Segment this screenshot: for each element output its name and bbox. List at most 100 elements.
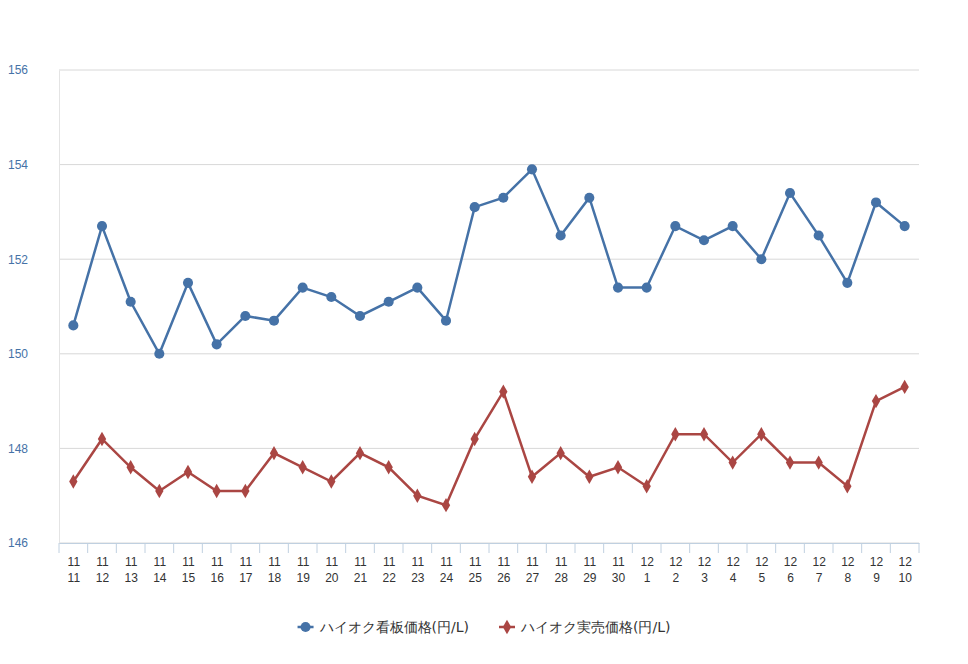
x-boundary-tick <box>87 543 88 553</box>
point[interactable] <box>269 316 279 326</box>
point[interactable] <box>385 460 393 474</box>
point[interactable] <box>184 465 192 479</box>
x-tick: 1130 <box>612 543 626 585</box>
point[interactable] <box>670 221 680 231</box>
point[interactable] <box>69 474 77 488</box>
y-tick-label: 156 <box>8 63 28 77</box>
point[interactable] <box>355 311 365 321</box>
x-tick-label-part: 3 <box>701 571 708 585</box>
point[interactable] <box>901 380 909 394</box>
point[interactable] <box>213 484 221 498</box>
point[interactable] <box>413 488 421 502</box>
x-tick-label-part: 14 <box>153 571 167 585</box>
point[interactable] <box>98 432 106 446</box>
point[interactable] <box>68 320 78 330</box>
point[interactable] <box>756 254 766 264</box>
point[interactable] <box>270 446 278 460</box>
legend-item[interactable]: ハイオク実売価格(円/L) <box>499 619 670 635</box>
point[interactable] <box>212 339 222 349</box>
point[interactable] <box>240 311 250 321</box>
x-tick-label-part: 25 <box>468 571 482 585</box>
x-tick-label: 121 <box>640 555 654 586</box>
point[interactable] <box>843 479 851 493</box>
y-tick: 150 <box>8 347 59 361</box>
x-tick-label-part: 12 <box>640 555 654 569</box>
legend-item[interactable]: ハイオク看板価格(円/L) <box>298 619 469 635</box>
point[interactable] <box>527 164 537 174</box>
point[interactable] <box>557 446 565 460</box>
point[interactable] <box>442 498 450 512</box>
x-tick-label-part: 2 <box>672 571 679 585</box>
point[interactable] <box>785 188 795 198</box>
point[interactable] <box>241 484 249 498</box>
point[interactable] <box>127 460 135 474</box>
point[interactable] <box>728 221 738 231</box>
x-tick-label-part: 23 <box>411 571 425 585</box>
point[interactable] <box>155 484 163 498</box>
point[interactable] <box>786 455 794 469</box>
x-boundary-tick <box>202 543 203 553</box>
point[interactable] <box>470 202 480 212</box>
point[interactable] <box>154 349 164 359</box>
point[interactable] <box>183 278 193 288</box>
point[interactable] <box>815 455 823 469</box>
x-tick: 1115 <box>182 543 196 585</box>
point[interactable] <box>842 278 852 288</box>
point[interactable] <box>643 479 651 493</box>
x-tick-label: 124 <box>726 555 740 586</box>
x-tick: 1112 <box>96 543 110 585</box>
x-tick-label: 1129 <box>583 555 597 586</box>
point[interactable] <box>528 470 536 484</box>
point[interactable] <box>613 283 623 293</box>
point[interactable] <box>900 221 910 231</box>
x-boundary-tick <box>59 543 60 553</box>
point[interactable] <box>412 283 422 293</box>
x-boundary-tick <box>116 543 117 553</box>
point[interactable] <box>97 221 107 231</box>
point[interactable] <box>499 384 507 398</box>
x-boundary-tick <box>833 543 834 553</box>
point[interactable] <box>356 446 364 460</box>
point[interactable] <box>126 297 136 307</box>
x-tick-label-part: 12 <box>898 555 912 569</box>
x-tick: 1114 <box>153 543 167 585</box>
point[interactable] <box>614 460 622 474</box>
point[interactable] <box>642 283 652 293</box>
point[interactable] <box>326 292 336 302</box>
point[interactable] <box>471 432 479 446</box>
x-boundary-tick <box>173 543 174 553</box>
x-tick: 1127 <box>526 543 540 585</box>
point[interactable] <box>699 235 709 245</box>
point[interactable] <box>814 231 824 241</box>
point[interactable] <box>584 193 594 203</box>
x-tick-label-part: 12 <box>698 555 712 569</box>
point[interactable] <box>700 427 708 441</box>
x-tick-label: 126 <box>784 555 798 586</box>
point[interactable] <box>299 460 307 474</box>
point[interactable] <box>327 474 335 488</box>
x-boundary-tick <box>403 543 404 553</box>
point[interactable] <box>671 427 679 441</box>
point[interactable] <box>729 455 737 469</box>
x-tick-label: 1119 <box>296 555 310 586</box>
x-tick-label-part: 11 <box>240 555 253 569</box>
x-tick: 129 <box>870 543 884 585</box>
point[interactable] <box>441 316 451 326</box>
point[interactable] <box>757 427 765 441</box>
point[interactable] <box>298 283 308 293</box>
point[interactable] <box>384 297 394 307</box>
x-tick: 124 <box>726 543 740 585</box>
point[interactable] <box>556 231 566 241</box>
point[interactable] <box>871 197 881 207</box>
x-boundary-tick <box>661 543 662 553</box>
point[interactable] <box>498 193 508 203</box>
y-axis-line <box>59 71 60 544</box>
x-tick-label-part: 16 <box>210 571 224 585</box>
x-tick: 126 <box>784 543 798 585</box>
legend-label: ハイオク実売価格(円/L) <box>520 619 670 635</box>
point[interactable] <box>585 470 593 484</box>
x-tick-label: 1113 <box>124 555 138 586</box>
point[interactable] <box>872 394 880 408</box>
x-tick-label: 1111 <box>68 555 81 586</box>
x-tick: 123 <box>698 543 712 585</box>
